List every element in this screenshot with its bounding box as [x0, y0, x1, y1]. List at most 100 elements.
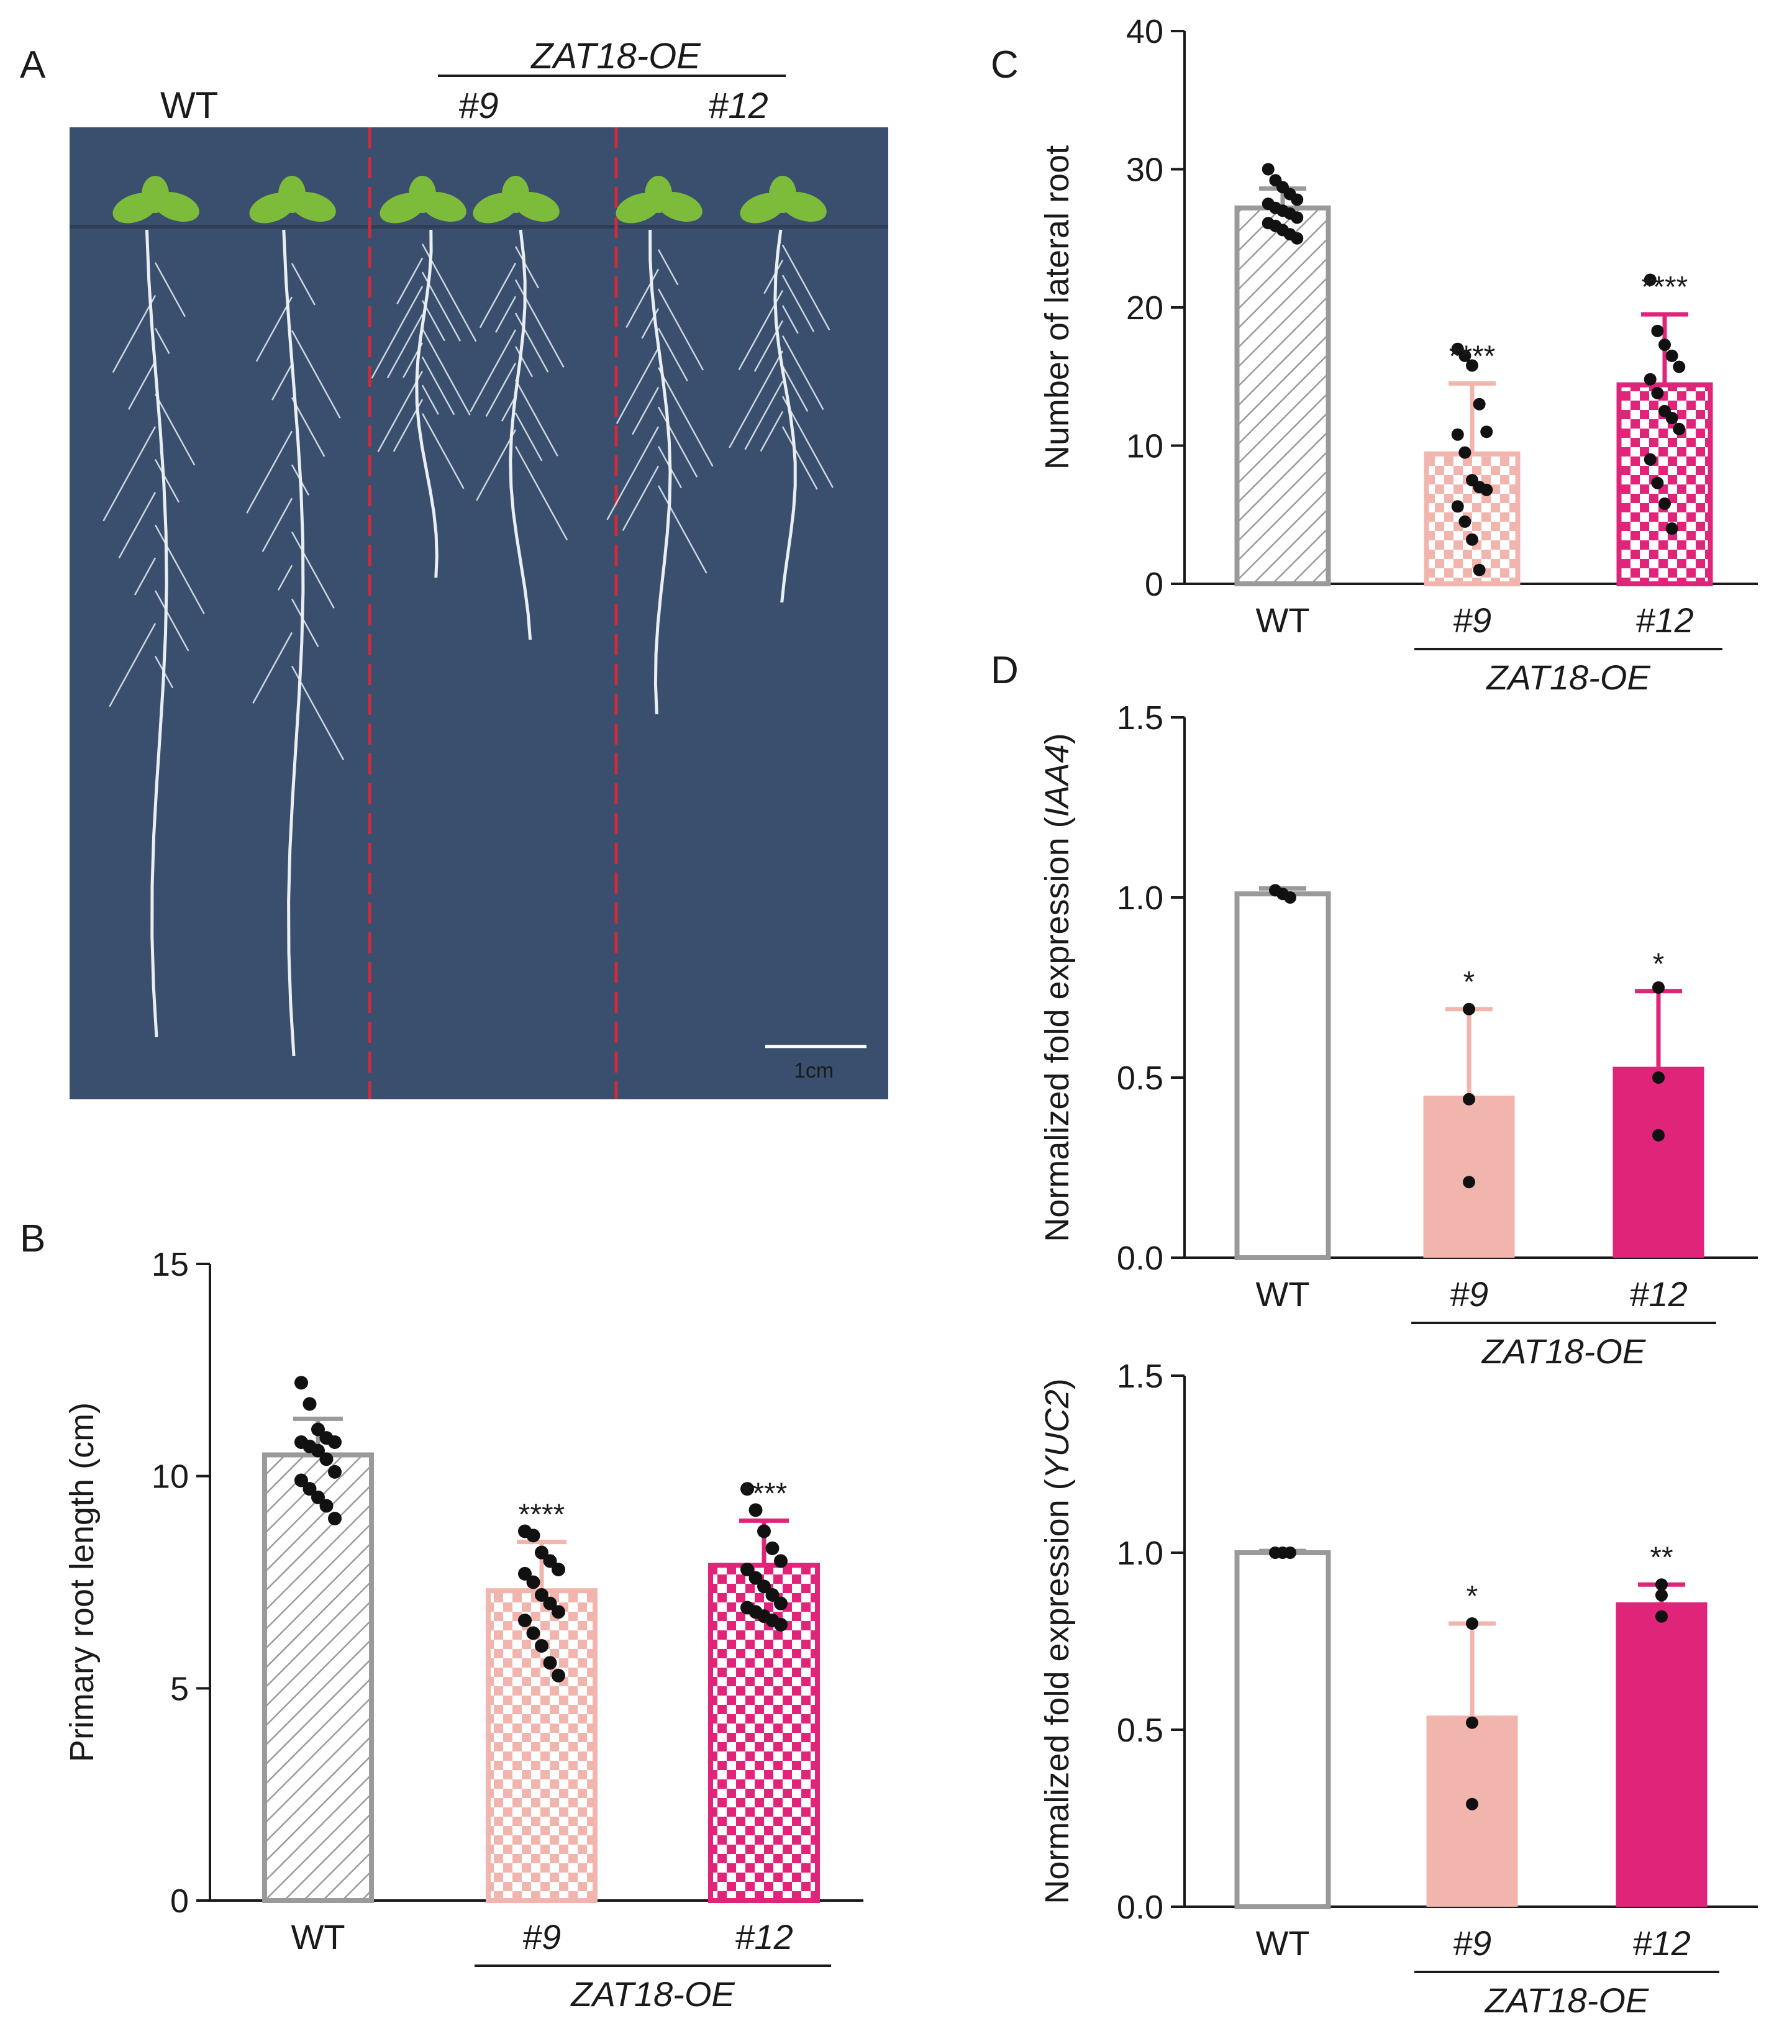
group-label: ZAT18-OE — [570, 1974, 735, 2014]
data-point — [765, 1588, 780, 1602]
data-point — [1665, 349, 1678, 362]
data-point — [1291, 211, 1304, 224]
chart-lateral-root-number: 0 10 20 30 40 Number of lateral root WT **** #9 *… — [1039, 13, 1758, 697]
lateral-root — [291, 598, 319, 647]
lateral-root — [154, 327, 170, 355]
data-point — [740, 1563, 754, 1576]
data-point — [311, 1490, 325, 1504]
data-point — [1644, 453, 1657, 466]
lateral-root — [641, 308, 660, 339]
data-point — [1284, 891, 1296, 904]
data-point — [535, 1588, 548, 1602]
data-point — [748, 1503, 763, 1517]
data-point — [1466, 533, 1478, 546]
lateral-root — [470, 329, 517, 412]
lateral-root — [371, 286, 424, 379]
y-tick-label: 1.0 — [1117, 879, 1163, 917]
lateral-root — [109, 623, 157, 707]
y-tick-label: 1.5 — [1117, 1358, 1163, 1395]
data-point — [1658, 338, 1671, 352]
lateral-root — [154, 393, 196, 466]
data-point — [328, 1435, 342, 1449]
data-point — [1480, 483, 1493, 496]
data-point — [518, 1614, 532, 1627]
data-point — [1652, 981, 1665, 994]
significance-label: * — [1463, 966, 1475, 999]
data-point — [1458, 446, 1471, 459]
y-tick-label: 30 — [1126, 152, 1163, 189]
lateral-root — [291, 665, 345, 761]
lateral-root — [421, 357, 455, 416]
y-tick-label: 10 — [152, 1458, 189, 1496]
lateral-root — [262, 497, 293, 552]
significance-label: **** — [741, 1477, 788, 1510]
y-axis-label: Normalized fold expression (IAA4) — [1039, 733, 1076, 1242]
data-point — [535, 1545, 548, 1560]
data-point — [526, 1626, 540, 1640]
lateral-root — [657, 485, 707, 574]
root-systems — [102, 176, 834, 1056]
lateral-root — [495, 296, 517, 333]
lateral-root — [514, 346, 534, 378]
data-point — [1463, 1092, 1475, 1106]
lateral-root — [616, 347, 660, 424]
panel-letter-c: C — [991, 43, 1019, 86]
data-point — [543, 1656, 557, 1670]
data-point — [1451, 500, 1464, 513]
data-point — [1463, 1176, 1475, 1189]
lateral-root — [421, 384, 439, 415]
data-point — [757, 1579, 771, 1594]
lateral-root — [729, 350, 784, 448]
panel-letter-b: B — [20, 1217, 45, 1260]
lateral-root — [657, 288, 704, 371]
data-point — [774, 1554, 788, 1568]
data-point — [311, 1422, 325, 1437]
lateral-root — [421, 271, 462, 342]
x-tick-label: #9 — [1453, 1924, 1491, 1963]
lateral-root — [738, 289, 784, 371]
bar — [1424, 451, 1521, 586]
x-tick-label: WT — [1255, 1924, 1309, 1963]
data-point — [294, 1376, 308, 1390]
y-tick-label: 5 — [170, 1670, 189, 1707]
lateral-root — [501, 396, 517, 422]
lateral-root — [421, 413, 465, 489]
y-tick-label: 15 — [152, 1246, 189, 1283]
y-tick-label: 0 — [1145, 566, 1163, 603]
x-tick-label: #12 — [735, 1917, 793, 1956]
data-point — [774, 1617, 788, 1632]
lateral-root — [102, 426, 157, 522]
data-point — [1466, 1716, 1478, 1729]
scale-bar-label: 1cm — [794, 1059, 834, 1083]
lateral-root — [606, 426, 660, 520]
data-point — [526, 1528, 540, 1543]
data-point — [1466, 359, 1478, 372]
lateral-root — [781, 426, 818, 490]
lateral-root — [134, 557, 157, 596]
data-point — [1651, 386, 1664, 399]
lateral-root — [657, 406, 698, 478]
bar — [1426, 1715, 1518, 1907]
data-point — [294, 1473, 308, 1488]
data-point — [552, 1563, 565, 1576]
lateral-root — [252, 632, 293, 704]
y-tick-label: 20 — [1126, 289, 1163, 327]
primary-root — [648, 229, 672, 715]
data-point — [757, 1524, 771, 1538]
lateral-root — [514, 312, 549, 373]
lateral-root — [781, 335, 824, 411]
lateral-root — [112, 295, 157, 373]
group-label: ZAT18-OE — [1484, 1981, 1649, 2020]
lateral-root — [386, 314, 424, 379]
primary-root — [282, 229, 305, 1056]
lateral-root — [657, 367, 714, 467]
significance-label: **** — [1449, 340, 1496, 373]
data-point — [1655, 1610, 1668, 1623]
lateral-root — [781, 396, 834, 488]
lateral-root — [421, 328, 471, 416]
data-point — [1658, 497, 1671, 510]
panel-letter-d: D — [991, 649, 1019, 692]
data-point — [1291, 232, 1304, 245]
lateral-root — [781, 275, 815, 332]
